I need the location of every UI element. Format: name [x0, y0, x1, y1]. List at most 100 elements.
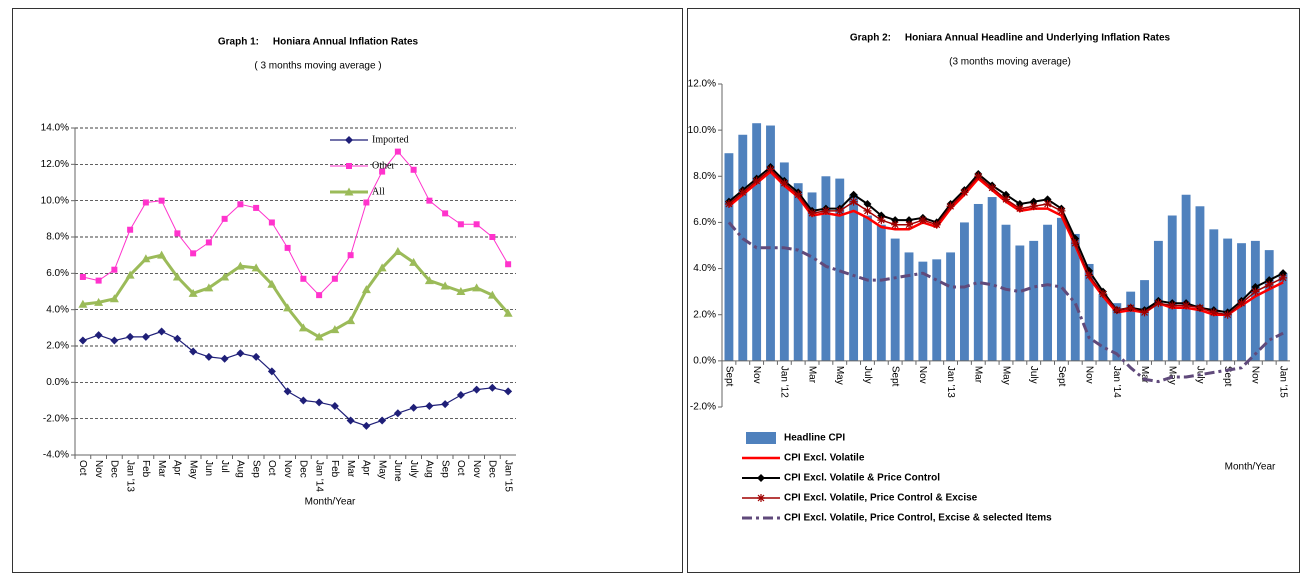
point-marker — [877, 216, 886, 225]
bar — [1126, 291, 1136, 361]
bar — [987, 197, 997, 361]
point-marker — [330, 401, 339, 410]
point-marker — [808, 209, 817, 218]
legend-label: All — [372, 186, 385, 197]
point-marker — [1029, 202, 1038, 211]
legend-label: Imported — [372, 134, 409, 145]
point-marker — [1126, 303, 1135, 312]
y-tick-label: -2.0% — [690, 402, 716, 413]
bar — [1181, 194, 1191, 361]
point-marker — [918, 216, 927, 225]
point-marker — [237, 201, 244, 208]
y-tick-label: 4.0% — [46, 304, 69, 315]
point-marker — [863, 199, 872, 208]
y-tick-label: -2.0% — [43, 413, 69, 424]
panel-frame — [12, 8, 683, 573]
bar — [1209, 229, 1219, 361]
point-marker — [1265, 280, 1274, 289]
bar — [738, 134, 748, 361]
x-tick-label: Nov — [1250, 366, 1261, 384]
point-marker — [189, 347, 198, 356]
bar — [1015, 245, 1025, 361]
point-marker — [109, 294, 119, 303]
x-tick-label: Nov — [917, 366, 928, 384]
point-marker — [173, 334, 182, 343]
point-marker — [125, 270, 135, 279]
x-tick-label: Feb — [140, 460, 151, 478]
point-marker — [158, 197, 165, 204]
y-tick-label: 12.0% — [41, 159, 69, 170]
chart-title: Graph 1: Honiara Annual Inflation Rates — [218, 37, 419, 48]
point-marker — [1182, 301, 1191, 310]
bar — [863, 215, 872, 361]
point-marker — [794, 190, 803, 199]
y-tick-label: 14.0% — [41, 123, 69, 134]
x-tick-label: Apr — [361, 460, 372, 476]
y-tick-label: -4.0% — [43, 450, 69, 461]
bar — [1195, 206, 1205, 361]
point-marker — [347, 252, 354, 259]
point-marker — [268, 219, 275, 226]
point-marker — [330, 325, 340, 334]
legend-label: CPI Excl. Volatile, Price Control, Excis… — [784, 513, 1052, 524]
bar — [960, 222, 969, 361]
point-marker — [141, 254, 151, 263]
x-tick-label: July — [862, 366, 873, 384]
x-tick-label: May — [1000, 366, 1011, 385]
point-marker — [394, 148, 401, 155]
x-tick-label: Nov — [751, 366, 762, 384]
bar — [1223, 238, 1233, 361]
point-marker — [78, 299, 88, 308]
point-marker — [316, 292, 323, 299]
series-line — [82, 151, 509, 296]
y-tick-label: 10.0% — [688, 125, 716, 136]
bar — [724, 153, 734, 361]
point-marker — [488, 383, 497, 392]
bar — [752, 123, 762, 361]
point-marker — [379, 168, 386, 175]
x-tick-label: Jan '14 — [1111, 366, 1122, 398]
bar — [1278, 273, 1288, 361]
point-marker — [94, 297, 104, 306]
y-tick-label: 8.0% — [693, 171, 716, 182]
point-marker — [346, 316, 356, 325]
x-tick-label: Jan '13 — [124, 460, 135, 492]
point-marker — [190, 250, 197, 257]
point-marker — [110, 336, 119, 345]
point-marker — [1057, 206, 1066, 215]
x-tick-label: Jan '15 — [502, 460, 513, 492]
point-marker — [283, 303, 293, 312]
x-tick-label: Oct — [266, 460, 277, 476]
x-tick-label: Sept — [1222, 366, 1233, 387]
point-marker — [361, 285, 371, 294]
point-marker — [473, 221, 480, 228]
bar — [821, 176, 831, 361]
legend-marker — [344, 187, 354, 196]
x-tick-label: May — [834, 366, 845, 385]
bar — [904, 252, 914, 361]
legend-marker — [346, 163, 352, 169]
x-tick-label: Sept — [1056, 366, 1067, 387]
y-tick-label: 4.0% — [693, 263, 716, 274]
x-tick-label: Jan '12 — [779, 366, 790, 398]
x-axis-label: Month/Year — [1225, 462, 1276, 473]
point-marker — [724, 199, 733, 208]
y-tick-label: 12.0% — [688, 79, 716, 90]
legend-swatch — [746, 432, 776, 444]
chart-subtitle: ( 3 months moving average ) — [254, 61, 381, 72]
point-marker — [442, 210, 449, 217]
point-marker — [1223, 310, 1232, 319]
point-marker — [157, 250, 167, 259]
x-tick-label: Oct — [77, 460, 88, 476]
x-tick-label: Jan '14 — [313, 460, 324, 492]
x-tick-label: Dec — [298, 460, 309, 478]
bar — [890, 238, 900, 361]
y-tick-label: 6.0% — [693, 217, 716, 228]
chart-subtitle: (3 months moving average) — [949, 57, 1071, 68]
bar — [932, 259, 942, 361]
point-marker — [205, 239, 212, 246]
point-marker — [314, 332, 324, 341]
x-tick-label: Jan '13 — [945, 366, 956, 398]
series-line — [82, 330, 509, 427]
point-marker — [891, 220, 900, 229]
